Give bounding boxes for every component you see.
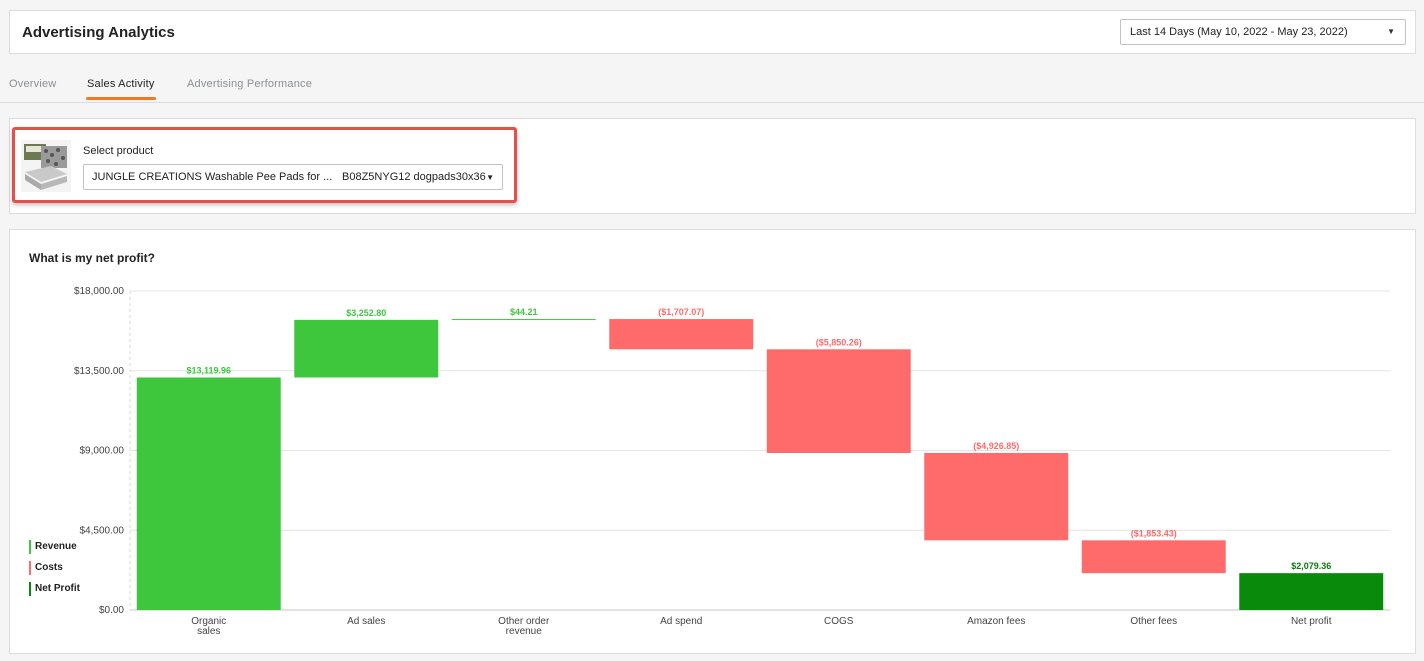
x-tick-label: COGS (824, 616, 854, 627)
waterfall-bar (924, 452, 1069, 541)
legend-costs-label: Costs (35, 562, 63, 573)
product-select[interactable]: JUNGLE CREATIONS Washable Pee Pads for .… (83, 164, 503, 190)
x-tick-label: Ad sales (347, 616, 385, 627)
x-tick-label: sales (197, 626, 220, 637)
data-label: ($1,707.07) (658, 307, 704, 317)
data-label: ($5,850.26) (816, 337, 862, 347)
data-label: $13,119.96 (186, 365, 231, 375)
tab-sales-activity[interactable]: Sales Activity (87, 78, 155, 90)
date-range-select[interactable]: Last 14 Days (May 10, 2022 - May 23, 202… (1120, 19, 1406, 45)
net-profit-waterfall-chart: $0.00 $4,500.00 $9,000.00 $13,500.00 $18,000… (74, 286, 1390, 637)
y-tick-label: $0.00 (99, 605, 124, 616)
x-tick-label: revenue (506, 626, 543, 637)
product-selector-card: Select product JUNGLE CREATIONS Washable… (9, 118, 1416, 214)
legend-net-profit-label: Net Profit (35, 583, 80, 594)
highlight-box (12, 127, 517, 203)
x-tick-label: Other fees (1130, 616, 1177, 627)
caret-down-icon: ▼ (1387, 27, 1395, 36)
waterfall-bar (609, 319, 754, 350)
product-thumbnail (21, 140, 71, 192)
legend-net-profit: Net Profit (29, 582, 80, 596)
legend-revenue: Revenue (29, 540, 77, 554)
data-label: ($4,926.85) (973, 441, 1019, 451)
data-label: ($1,853.43) (1131, 528, 1177, 538)
waterfall-bar (451, 319, 596, 321)
tab-bar: Overview Sales Activity Advertising Perf… (0, 66, 1424, 103)
x-tick-label: Organic (191, 616, 226, 627)
caret-down-icon: ▼ (486, 173, 494, 182)
legend-revenue-label: Revenue (35, 541, 77, 552)
net-profit-chart-card: What is my net profit? $0.00 $4,500.00 $9,… (9, 229, 1416, 654)
select-product-label: Select product (83, 145, 154, 157)
product-sku: B08Z5NYG12 dogpads30x36 (342, 171, 486, 183)
waterfall-bar (136, 377, 281, 610)
x-tick-label: Net profit (1291, 616, 1332, 627)
y-tick-label: $9,000.00 (80, 446, 125, 457)
data-label: $44.21 (510, 307, 538, 317)
data-label: $2,079.36 (1291, 561, 1331, 571)
waterfall-bar (766, 349, 911, 453)
tab-overview[interactable]: Overview (9, 78, 57, 90)
legend-swatch-net-profit (29, 582, 31, 596)
x-tick-label: Ad spend (660, 616, 702, 627)
tab-advertising-performance[interactable]: Advertising Performance (187, 78, 313, 90)
product-name: JUNGLE CREATIONS Washable Pee Pads for .… (92, 171, 333, 183)
date-range-value: Last 14 Days (May 10, 2022 - May 23, 202… (1130, 26, 1348, 38)
y-tick-label: $18,000.00 (74, 286, 124, 297)
x-tick-label: Other order (498, 616, 550, 627)
legend-swatch-costs (29, 561, 31, 575)
y-tick-label: $4,500.00 (80, 525, 125, 536)
waterfall-bar (294, 319, 439, 378)
chart-title: What is my net profit? (29, 251, 155, 265)
header-bar: Advertising Analytics Last 14 Days (May … (9, 10, 1416, 54)
legend-costs: Costs (29, 561, 63, 575)
waterfall-bar (1239, 573, 1384, 610)
data-label: $3,252.80 (346, 308, 386, 318)
legend-swatch-revenue (29, 540, 31, 554)
x-tick-label: Amazon fees (967, 616, 1025, 627)
active-tab-indicator (86, 97, 156, 100)
y-tick-label: $13,500.00 (74, 366, 124, 377)
waterfall-bar (1081, 540, 1226, 574)
page-title: Advertising Analytics (22, 24, 175, 41)
